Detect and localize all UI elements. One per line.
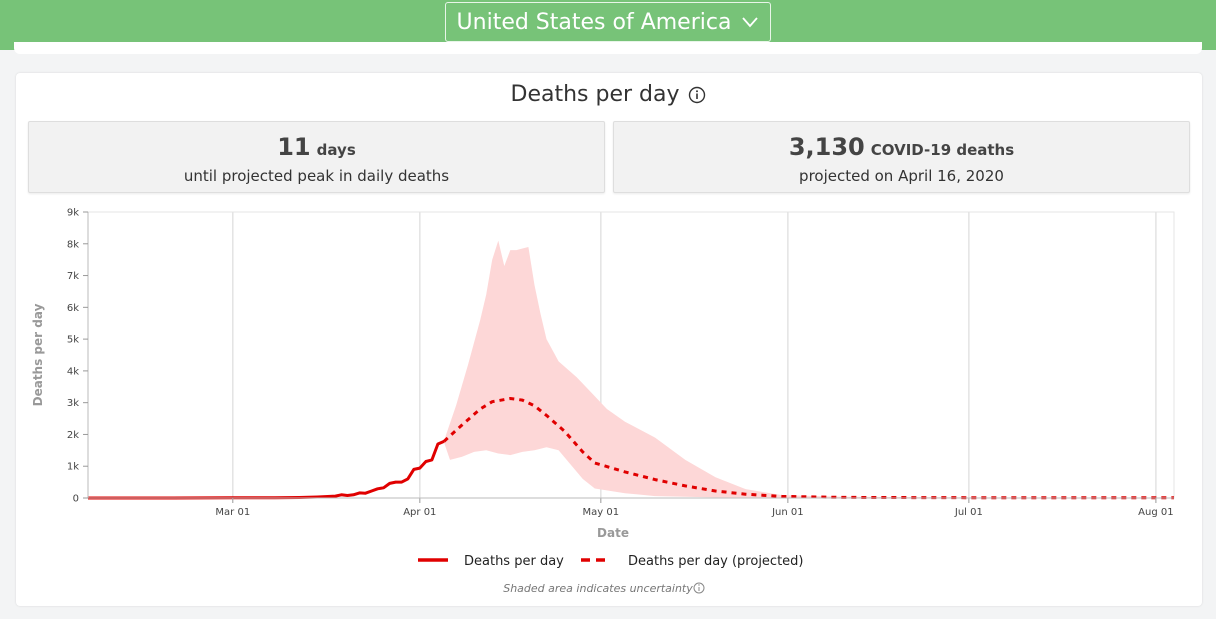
chevron-down-icon bbox=[742, 17, 759, 28]
days-until-peak-value: 11 bbox=[277, 133, 311, 161]
y-tick-label: 0 bbox=[73, 494, 79, 505]
y-tick-label: 4k bbox=[67, 366, 79, 377]
peak-deaths-box: 3,130 COVID-19 deaths projected on April … bbox=[613, 121, 1190, 193]
y-tick-label: 1k bbox=[67, 462, 79, 473]
x-tick-label: Jul 01 bbox=[954, 507, 983, 518]
days-until-peak-caption: until projected peak in daily deaths bbox=[183, 167, 450, 185]
section-title: Deaths per day bbox=[0, 82, 1216, 107]
x-tick-label: Apr 01 bbox=[403, 507, 436, 518]
banner-card-edge bbox=[14, 42, 1202, 54]
y-tick-label: 9k bbox=[67, 208, 79, 219]
x-tick-label: Mar 01 bbox=[215, 507, 250, 518]
y-tick-label: 8k bbox=[67, 239, 79, 250]
observed-deaths-line bbox=[88, 440, 445, 500]
x-tick-label: Jun 01 bbox=[771, 507, 804, 518]
note-icon-dot bbox=[698, 584, 700, 586]
section-title-text: Deaths per day bbox=[510, 82, 680, 107]
peak-deaths-unit: COVID-19 deaths bbox=[870, 141, 1015, 159]
x-axis-title: Date bbox=[597, 526, 629, 540]
y-tick-label: 7k bbox=[67, 271, 79, 282]
x-tick-label: Aug 01 bbox=[1138, 507, 1173, 518]
x-tick-label: May 01 bbox=[583, 507, 620, 518]
y-tick-label: 2k bbox=[67, 430, 79, 441]
uncertainty-band bbox=[444, 240, 1174, 498]
country-dropdown-label: United States of America bbox=[456, 9, 732, 35]
y-tick-label: 3k bbox=[67, 398, 79, 409]
peak-deaths-value: 3,130 bbox=[788, 133, 865, 161]
note-info-icon[interactable] bbox=[693, 582, 705, 594]
y-tick-label: 5k bbox=[67, 335, 79, 346]
deaths-chart: Mar 01 Apr 01 May 01 Jun 01 Jul 01 Aug 01 0 1k… bbox=[31, 208, 1175, 595]
peak-deaths-caption: projected on April 16, 2020 bbox=[799, 167, 1004, 185]
country-dropdown[interactable]: United States of America bbox=[445, 2, 771, 42]
legend-label-observed: Deaths per day bbox=[464, 554, 564, 569]
info-icon[interactable] bbox=[688, 86, 706, 104]
projected-deaths-line bbox=[442, 397, 1175, 500]
note-icon-ring bbox=[693, 582, 705, 594]
legend-label-projected: Deaths per day (projected) bbox=[628, 554, 804, 569]
y-axis-title: Deaths per day bbox=[31, 303, 45, 406]
x-axis: Mar 01 Apr 01 May 01 Jun 01 Jul 01 Aug 01 bbox=[88, 497, 1174, 518]
y-axis: 0 1k 2k 3k 4k 5k 6k 7k 8k 9k bbox=[67, 208, 89, 505]
days-until-peak-unit: days bbox=[316, 141, 356, 159]
uncertainty-note: Shaded area indicates uncertainty bbox=[503, 582, 693, 595]
peak-countdown-box: 11 days until projected peak in daily dea… bbox=[28, 121, 605, 193]
chart-legend: Deaths per day Deaths per day (projected) bbox=[418, 554, 804, 569]
y-tick-label: 6k bbox=[67, 303, 79, 314]
